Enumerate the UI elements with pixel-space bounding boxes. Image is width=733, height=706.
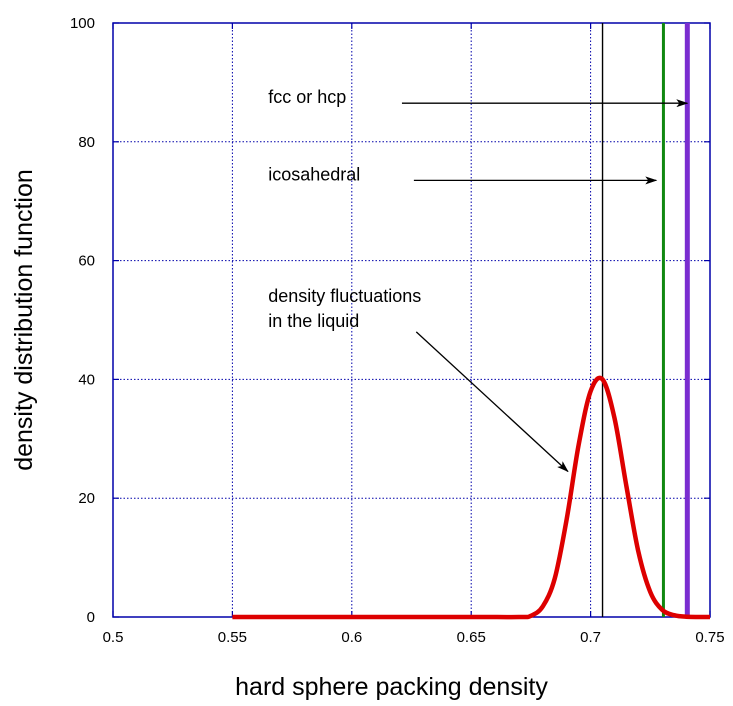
x-tick-label: 0.5 xyxy=(103,629,124,646)
y-tick-label: 80 xyxy=(78,134,95,151)
series-layer xyxy=(232,375,711,620)
y-tick-label: 0 xyxy=(87,609,95,626)
reference-lines xyxy=(601,23,690,617)
annotation-label: icosahedral xyxy=(268,164,360,184)
annotation-label: density fluctuations xyxy=(268,286,421,306)
y-tick-label: 100 xyxy=(70,15,95,32)
annotation-label-line2: in the liquid xyxy=(268,311,359,331)
x-tick-label: 0.6 xyxy=(341,629,362,646)
y-axis-title: density distribution function xyxy=(10,169,38,471)
grid xyxy=(113,23,710,617)
x-tick-label: 0.75 xyxy=(695,629,724,646)
annotation-label: fcc or hcp xyxy=(268,87,346,107)
y-axis-ticks: 0 20 40 60 80 100 xyxy=(70,15,710,626)
annotation-arrow xyxy=(415,331,569,473)
annotations: fcc or hcp icosahedral density fluctuation… xyxy=(268,87,689,473)
x-axis-title: hard sphere packing density xyxy=(235,673,548,701)
plot-frame xyxy=(112,22,711,618)
y-tick-label: 40 xyxy=(78,371,95,388)
x-tick-label: 0.7 xyxy=(580,629,601,646)
density-distribution-curve xyxy=(232,375,711,620)
y-tick-label: 20 xyxy=(78,490,95,507)
x-tick-label: 0.65 xyxy=(457,629,486,646)
x-tick-label: 0.55 xyxy=(218,629,247,646)
y-tick-label: 60 xyxy=(78,253,95,270)
x-axis-ticks: 0.5 0.55 0.6 0.65 0.7 0.75 xyxy=(103,23,725,646)
